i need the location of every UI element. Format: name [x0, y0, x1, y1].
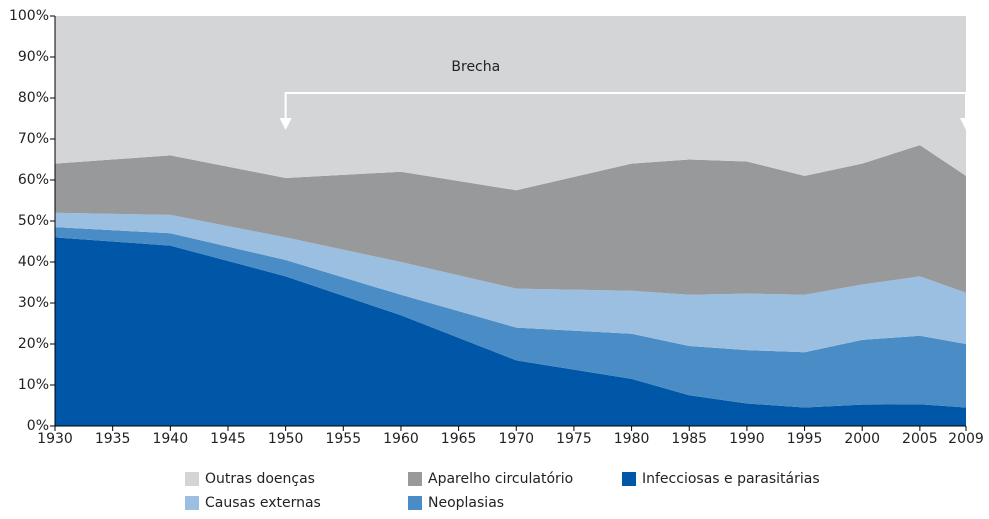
x-tick-label: 1965	[441, 431, 477, 447]
legend-swatch	[408, 472, 422, 486]
x-tick-label: 1930	[37, 431, 73, 447]
legend-label: Outras doenças	[205, 471, 315, 487]
x-tick-label: 1975	[556, 431, 592, 447]
x-tick-label: 1970	[498, 431, 534, 447]
legend-label: Aparelho circulatório	[428, 471, 573, 487]
y-tick-label: 70%	[18, 131, 49, 147]
area	[55, 227, 966, 408]
x-tick-label: 2000	[844, 431, 880, 447]
x-tick-label: 1985	[671, 431, 707, 447]
area	[55, 237, 966, 426]
y-tick-label: 100%	[9, 8, 49, 24]
y-tick-label: 40%	[18, 254, 49, 270]
annotation-arrow	[279, 118, 292, 130]
x-tick-label: 1960	[383, 431, 419, 447]
legend-label: Causas externas	[205, 495, 321, 511]
x-tick-label: 2009	[948, 431, 984, 447]
x-tick-label: 2005	[902, 431, 938, 447]
y-tick-label: 0%	[27, 418, 49, 434]
x-tick-label: 1945	[210, 431, 246, 447]
area	[55, 145, 966, 295]
x-tick-label: 1990	[729, 431, 765, 447]
y-tick-label: 30%	[18, 295, 49, 311]
x-tick-label: 1955	[325, 431, 361, 447]
y-tick-label: 90%	[18, 49, 49, 65]
legend-swatch	[185, 472, 199, 486]
legend-swatch	[622, 472, 636, 486]
area	[55, 16, 966, 191]
area	[55, 212, 966, 353]
x-tick-label: 1940	[152, 431, 188, 447]
x-tick-label: 1935	[95, 431, 131, 447]
y-tick-label: 10%	[18, 377, 49, 393]
y-tick-label: 60%	[18, 172, 49, 188]
y-tick-label: 80%	[18, 90, 49, 106]
legend-swatch	[185, 496, 199, 510]
legend-swatch	[408, 496, 422, 510]
annotation-arrow	[960, 118, 972, 130]
legend-label: Infecciosas e parasitárias	[642, 471, 820, 487]
annotation-text: Brecha	[451, 59, 500, 75]
y-tick-label: 20%	[18, 336, 49, 352]
annotation-bracket	[284, 92, 967, 123]
x-tick-label: 1980	[614, 431, 650, 447]
legend-label: Neoplasias	[428, 495, 504, 511]
x-tick-label: 1950	[268, 431, 304, 447]
y-tick-label: 50%	[18, 213, 49, 229]
x-tick-label: 1995	[787, 431, 823, 447]
